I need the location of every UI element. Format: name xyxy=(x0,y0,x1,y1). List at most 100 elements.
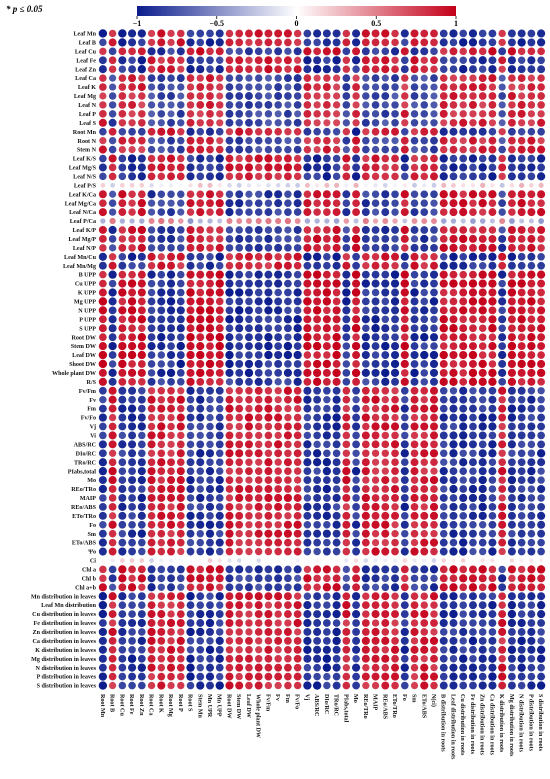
heatmap-cell xyxy=(274,208,282,216)
heatmap-cell xyxy=(459,502,468,511)
heatmap-cell xyxy=(420,681,429,690)
heatmap-cell xyxy=(488,341,497,351)
heatmap-cell xyxy=(352,396,360,404)
heatmap-cell xyxy=(460,558,466,563)
heatmap-cell xyxy=(215,351,224,360)
heatmap-cell xyxy=(235,199,244,208)
heatmap-cell xyxy=(322,458,332,467)
heatmap-cell xyxy=(274,538,283,547)
heatmap-cell xyxy=(274,449,283,458)
heatmap-cell xyxy=(235,208,244,216)
heatmap-cell xyxy=(138,449,146,458)
heatmap-cell xyxy=(390,279,400,288)
heatmap-cell xyxy=(352,413,360,422)
heatmap-cell xyxy=(381,431,390,440)
heatmap-cell xyxy=(245,83,253,91)
heatmap-cell xyxy=(225,253,234,261)
heatmap-cell xyxy=(127,297,137,306)
heatmap-cell xyxy=(400,369,409,377)
heatmap-cell xyxy=(537,324,546,333)
heatmap-cell xyxy=(138,38,146,47)
heatmap-cell xyxy=(459,252,468,261)
heatmap-cell xyxy=(205,100,215,109)
heatmap-cell xyxy=(284,583,292,592)
heatmap-cell xyxy=(537,628,545,636)
heatmap-cell xyxy=(441,558,447,563)
heatmap-cell xyxy=(402,218,408,224)
heatmap-cell xyxy=(361,65,370,74)
heatmap-cell xyxy=(167,342,175,350)
heatmap-cell xyxy=(342,297,351,306)
heatmap-cell xyxy=(488,663,497,672)
heatmap-cell xyxy=(186,565,195,574)
heatmap-cell xyxy=(245,610,253,618)
heatmap-cell xyxy=(137,306,146,315)
heatmap-cell xyxy=(264,583,273,592)
heatmap-cell xyxy=(293,306,302,315)
heatmap-cell xyxy=(410,565,419,574)
heatmap-cell xyxy=(157,601,165,609)
heatmap-cell xyxy=(313,351,321,359)
heatmap-cell xyxy=(196,386,205,395)
heatmap-cell xyxy=(430,83,438,91)
heatmap-cell xyxy=(225,601,234,610)
heatmap-cell xyxy=(430,610,438,618)
heatmap-cell xyxy=(410,154,419,163)
heatmap-cell xyxy=(410,574,419,583)
heatmap-cell xyxy=(118,601,127,609)
heatmap-cell xyxy=(527,172,536,181)
heatmap-cell xyxy=(527,297,536,306)
heatmap-cell xyxy=(332,243,341,252)
heatmap-cell xyxy=(244,47,253,56)
heatmap-cell xyxy=(479,137,487,145)
heatmap-cell xyxy=(235,333,243,341)
heatmap-cell xyxy=(274,127,282,136)
heatmap-cell xyxy=(196,342,205,351)
heatmap-cell xyxy=(449,261,458,270)
heatmap-cell xyxy=(235,565,244,574)
heatmap-cell xyxy=(245,218,252,225)
heatmap-cell xyxy=(284,199,292,207)
heatmap-cell xyxy=(313,601,321,609)
heatmap-cell xyxy=(332,279,341,288)
heatmap-cell xyxy=(488,110,497,118)
heatmap-cell xyxy=(488,252,497,261)
heatmap-cell xyxy=(342,529,351,538)
heatmap-cell xyxy=(274,110,282,118)
heatmap-cell xyxy=(342,110,350,118)
heatmap-cell xyxy=(225,342,234,351)
heatmap-cell xyxy=(478,118,487,127)
row-label: Leaf K/P xyxy=(72,228,96,234)
heatmap-cell xyxy=(157,619,166,627)
heatmap-cell xyxy=(322,65,331,74)
heatmap-cell xyxy=(430,56,438,65)
heatmap-cell xyxy=(225,404,234,413)
heatmap-cell xyxy=(391,565,399,574)
heatmap-cell xyxy=(323,226,331,234)
heatmap-cell xyxy=(517,368,526,377)
heatmap-cell xyxy=(108,583,117,591)
heatmap-cell xyxy=(118,154,127,163)
heatmap-cell xyxy=(245,547,253,556)
heatmap-cell xyxy=(206,592,214,600)
heatmap-cell xyxy=(371,467,380,475)
heatmap-cell xyxy=(361,672,370,681)
heatmap-cell xyxy=(537,74,545,82)
heatmap-cell xyxy=(303,243,312,252)
heatmap-cell xyxy=(207,218,213,224)
heatmap-cell xyxy=(128,190,136,198)
heatmap-cell xyxy=(498,618,507,628)
heatmap-cell xyxy=(507,440,516,449)
heatmap-cell xyxy=(138,261,146,270)
heatmap-cell xyxy=(137,83,146,92)
heatmap-cell xyxy=(137,279,146,288)
heatmap-cell xyxy=(332,297,341,306)
heatmap-cell xyxy=(245,208,253,216)
heatmap-cell xyxy=(420,350,429,360)
heatmap-cell xyxy=(507,172,516,181)
heatmap-cell xyxy=(235,127,244,136)
heatmap-cell xyxy=(498,234,507,243)
heatmap-cell xyxy=(323,592,331,600)
heatmap-cell xyxy=(390,440,400,449)
row-label: K UPP xyxy=(78,291,96,297)
